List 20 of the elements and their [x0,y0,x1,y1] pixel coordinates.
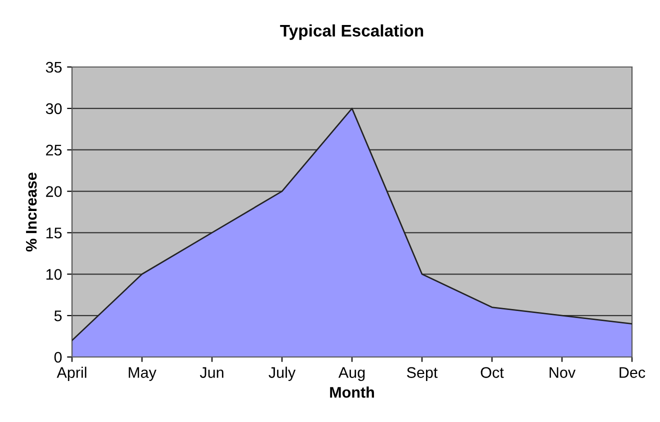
y-tick-label: 10 [46,269,62,280]
x-tick-label: July [268,366,296,381]
y-axis-title: % Increase [26,172,37,252]
x-tick-label: Dec [620,367,646,378]
x-tick-label: Oct [480,367,504,378]
y-tick-label: 35 [46,62,62,73]
x-tick-label: May [128,367,156,381]
x-tick-label: Aug [338,367,365,381]
x-tick-label: Sept [406,367,438,381]
chart-title: Typical Escalation [280,24,424,40]
y-tick-label: 5 [54,310,62,322]
y-tick-label: 30 [46,103,62,114]
y-tick-label: 20 [46,186,62,197]
y-tick-label: 15 [46,228,62,238]
x-tick-label: April [56,366,86,381]
x-axis-title: Month [330,386,374,398]
x-tick-label: Jun [200,367,224,378]
x-tick-label: Nov [550,367,576,378]
y-tick-label: 25 [46,144,62,156]
y-tick-label: 0 [54,352,62,363]
